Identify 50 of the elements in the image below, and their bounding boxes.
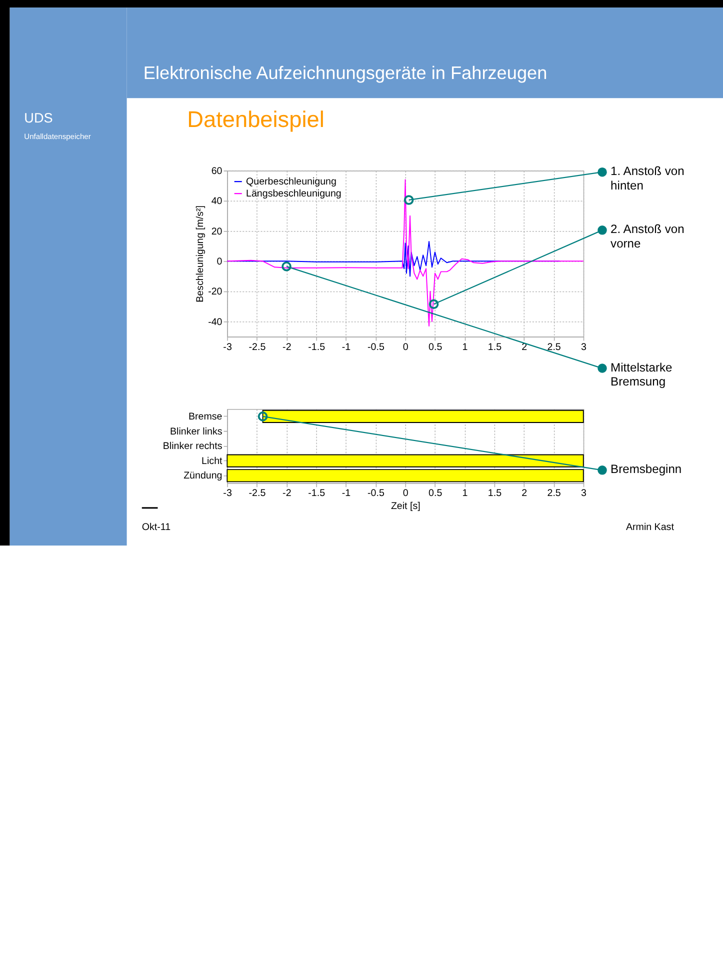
- y-tick-label: 40: [211, 196, 223, 208]
- x-tick-label: -0.5: [368, 342, 385, 353]
- x-tick-label: 2: [522, 488, 528, 500]
- text: Okt-11: [142, 520, 171, 532]
- x-tick-label: -2: [282, 488, 292, 500]
- x-tick-label: 3: [581, 488, 588, 500]
- x-tick-label: -3: [223, 342, 232, 353]
- text: UDS: [24, 110, 53, 126]
- x-tick-label: 0.5: [428, 342, 443, 353]
- x-tick-label: 1.5: [488, 342, 502, 353]
- x-tick-label: 3: [581, 342, 588, 353]
- line-series: [226, 179, 584, 327]
- annotation: 2. Anstoß von vorne: [610, 222, 684, 251]
- x-tick-label: -3: [223, 488, 232, 500]
- x-tick-label: 0: [402, 342, 409, 353]
- legend-label: Längsbeschleunigung: [246, 188, 342, 200]
- x-tick-label: 0: [402, 488, 409, 500]
- x-tick-label: -1.5: [308, 342, 326, 353]
- y-tick-label: -40: [208, 316, 223, 328]
- y-tick-label: Blinker rechts: [162, 441, 222, 452]
- x-tick-label: -1: [342, 342, 351, 353]
- x-tick-label: 1.5: [488, 488, 502, 500]
- x-tick-label: 1: [462, 342, 468, 353]
- x-axis-title: Zeit [s]: [390, 501, 421, 512]
- x-tick-label: -1: [342, 488, 351, 500]
- chart-title: Elektronische Aufzeichnungsgeräte in Fahrzeugen: [143, 63, 548, 85]
- y-tick-label: -20: [208, 286, 223, 298]
- y-tick-label: 0: [216, 256, 223, 268]
- y-tick-label: Zündung: [184, 470, 222, 482]
- y-tick-label: 20: [211, 226, 223, 238]
- legend-label: Querbeschleunigung: [246, 176, 336, 188]
- annotation: Mittelstarke Bremsung: [610, 360, 673, 389]
- y-tick-label: Bremse: [188, 411, 223, 422]
- x-tick-label: -2: [282, 342, 292, 353]
- text: Armin Kast: [626, 520, 674, 532]
- y-axis-title: Beschleunigung [m/s²]: [194, 205, 206, 302]
- y-tick-label: 60: [211, 166, 223, 177]
- x-tick-label: 2.5: [547, 488, 562, 500]
- annotation: Bremsbeginn: [610, 462, 682, 476]
- annotation: 1. Anstoß von hinten: [610, 164, 684, 192]
- x-tick-label: -2.5: [248, 488, 266, 500]
- x-tick-label: -0.5: [368, 488, 385, 500]
- x-tick-label: 0.5: [428, 488, 443, 500]
- y-tick-label: Blinker links: [170, 426, 222, 438]
- x-tick-label: 2.5: [547, 342, 562, 353]
- x-tick-label: -2.5: [248, 342, 266, 353]
- x-tick-label: -1.5: [308, 488, 326, 500]
- x-tick-label: 1: [462, 488, 468, 500]
- y-tick-label: Licht: [202, 456, 223, 467]
- chart-subtitle: Datenbeispiel: [187, 107, 324, 133]
